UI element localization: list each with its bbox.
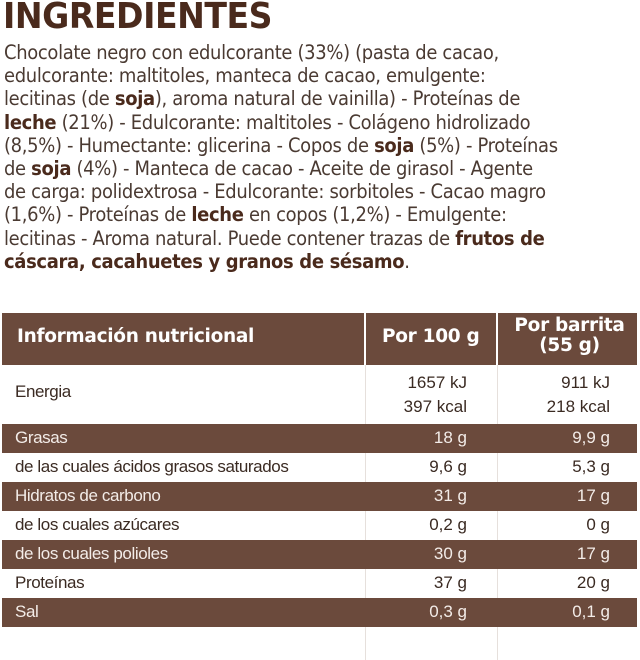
value-kj: 1657 kJ (407, 373, 467, 392)
ingredients-line: lecitinas (de soja), aroma natural de va… (4, 87, 602, 110)
table-row-hidratos: Hidratos de carbono 31 g 17 g (2, 482, 637, 511)
value-per-bar: 911 kJ 218 kcal (547, 371, 610, 419)
ingredients-line: (8,5%) - Humectante: glicerina - Copos d… (4, 134, 602, 157)
allergen-text: frutos de (455, 226, 545, 250)
ingredients-line: de carga: polidextrosa - Edulcorante: so… (4, 180, 602, 203)
row-label: Hidratos de carbono (15, 486, 161, 505)
value-kcal: 218 kcal (546, 397, 610, 416)
ingredient-text: (21%) - Edulcorante: maltitoles - Coláge… (56, 110, 531, 134)
allergen-text: cáscara, cacahuetes y granos de sésamo (4, 249, 405, 273)
ingredient-text: en copos (1,2%) - Emulgente: (243, 203, 507, 227)
ingredients-line: leche (21%) - Edulcorante: maltitoles - … (4, 111, 602, 134)
ingredients-text: Chocolate negro con edulcorante (33%) (p… (4, 41, 602, 273)
value-per-bar: 9,9 g (572, 428, 610, 447)
ingredients-line: (1,6%) - Proteínas de leche en copos (1,… (4, 203, 602, 226)
value-per-bar: 20 g (576, 573, 610, 592)
ingredient-text: ), aroma natural de vainilla) - Proteína… (154, 87, 521, 111)
ingredient-text: Chocolate negro con edulcorante (33%) (p… (4, 41, 499, 64)
value-per-100g: 9,6 g (429, 457, 467, 476)
ingredient-text: . (404, 249, 410, 273)
table-row-proteinas: Proteínas 37 g 20 g (2, 569, 637, 598)
ingredients-line: de soja (4%) - Manteca de cacao - Aceite… (4, 157, 602, 180)
header-nutrient: Información nutricional (17, 326, 255, 347)
table-row-saturados: de las cuales ácidos grasos saturados 9,… (2, 453, 637, 482)
value-per-100g: 0,3 g (429, 602, 467, 621)
table-header: Información nutricional Por 100 g Por ba… (2, 313, 637, 365)
table-row-polioles: de los cuales polioles 30 g 17 g (2, 540, 637, 569)
allergen-text: soja (114, 87, 155, 111)
value-per-bar: 17 g (576, 544, 610, 563)
header-per-bar-line2: (55 g) (539, 335, 600, 356)
value-per-100g: 37 g (433, 573, 467, 592)
row-label: de los cuales azúcares (15, 515, 180, 534)
allergen-text: soja (31, 157, 72, 181)
row-label: Energia (15, 382, 71, 401)
row-label: Proteínas (15, 573, 85, 592)
row-label: de las cuales ácidos grasos saturados (15, 457, 289, 476)
header-divider (364, 313, 366, 365)
table-row-energia: Energia 1657 kJ 397 kcal 911 kJ 218 kcal (2, 365, 637, 423)
header-per-bar-line1: Por barrita (514, 315, 625, 336)
ingredient-text: (8,5%) - Humectante: glicerina - Copos d… (4, 133, 375, 157)
ingredient-text: edulcorante: maltitoles, manteca de caca… (4, 64, 486, 88)
value-per-100g: 31 g (433, 486, 467, 505)
table-row-grasas: Grasas 18 g 9,9 g (2, 424, 637, 453)
header-divider (496, 313, 498, 365)
value-per-bar: 0 g (586, 515, 610, 534)
ingredients-line: edulcorante: maltitoles, manteca de caca… (4, 64, 602, 87)
value-per-bar: 5,3 g (572, 457, 610, 476)
value-kj: 911 kJ (561, 373, 610, 392)
value-per-100g: 30 g (433, 544, 467, 563)
allergen-text: leche (4, 110, 57, 134)
value-per-100g: 0,2 g (429, 515, 467, 534)
table-row-azucares: de los cuales azúcares 0,2 g 0 g (2, 511, 637, 540)
row-label: Sal (15, 602, 39, 621)
ingredients-line: Chocolate negro con edulcorante (33%) (p… (4, 41, 602, 64)
ingredient-text: de (4, 157, 32, 181)
value-per-100g: 18 g (433, 428, 467, 447)
row-label: de los cuales polioles (15, 544, 168, 563)
value-per-bar: 0,1 g (572, 602, 610, 621)
header-per-100g: Por 100 g (382, 326, 480, 347)
ingredients-line: lecitinas - Aroma natural. Puede contene… (4, 227, 602, 250)
header-per-bar: Por barrita (55 g) (512, 316, 627, 356)
ingredients-title: INGREDIENTES (3, 0, 273, 37)
ingredient-text: (5%) - Proteínas (414, 133, 558, 157)
ingredient-text: (1,6%) - Proteínas de (4, 203, 192, 227)
ingredients-line: cáscara, cacahuetes y granos de sésamo. (4, 250, 602, 273)
ingredient-text: (4%) - Manteca de cacao - Aceite de gira… (71, 157, 533, 181)
allergen-text: soja (374, 133, 415, 157)
allergen-text: leche (191, 203, 244, 227)
table-row-sal: Sal 0,3 g 0,1 g (2, 598, 637, 627)
row-label: Grasas (15, 428, 68, 447)
value-per-100g: 1657 kJ 397 kcal (404, 371, 467, 419)
ingredient-text: de carga: polidextrosa - Edulcorante: so… (4, 180, 546, 204)
value-per-bar: 17 g (576, 486, 610, 505)
value-kcal: 397 kcal (403, 397, 467, 416)
ingredient-text: lecitinas (de (4, 87, 115, 111)
ingredient-text: lecitinas - Aroma natural. Puede contene… (4, 226, 456, 250)
